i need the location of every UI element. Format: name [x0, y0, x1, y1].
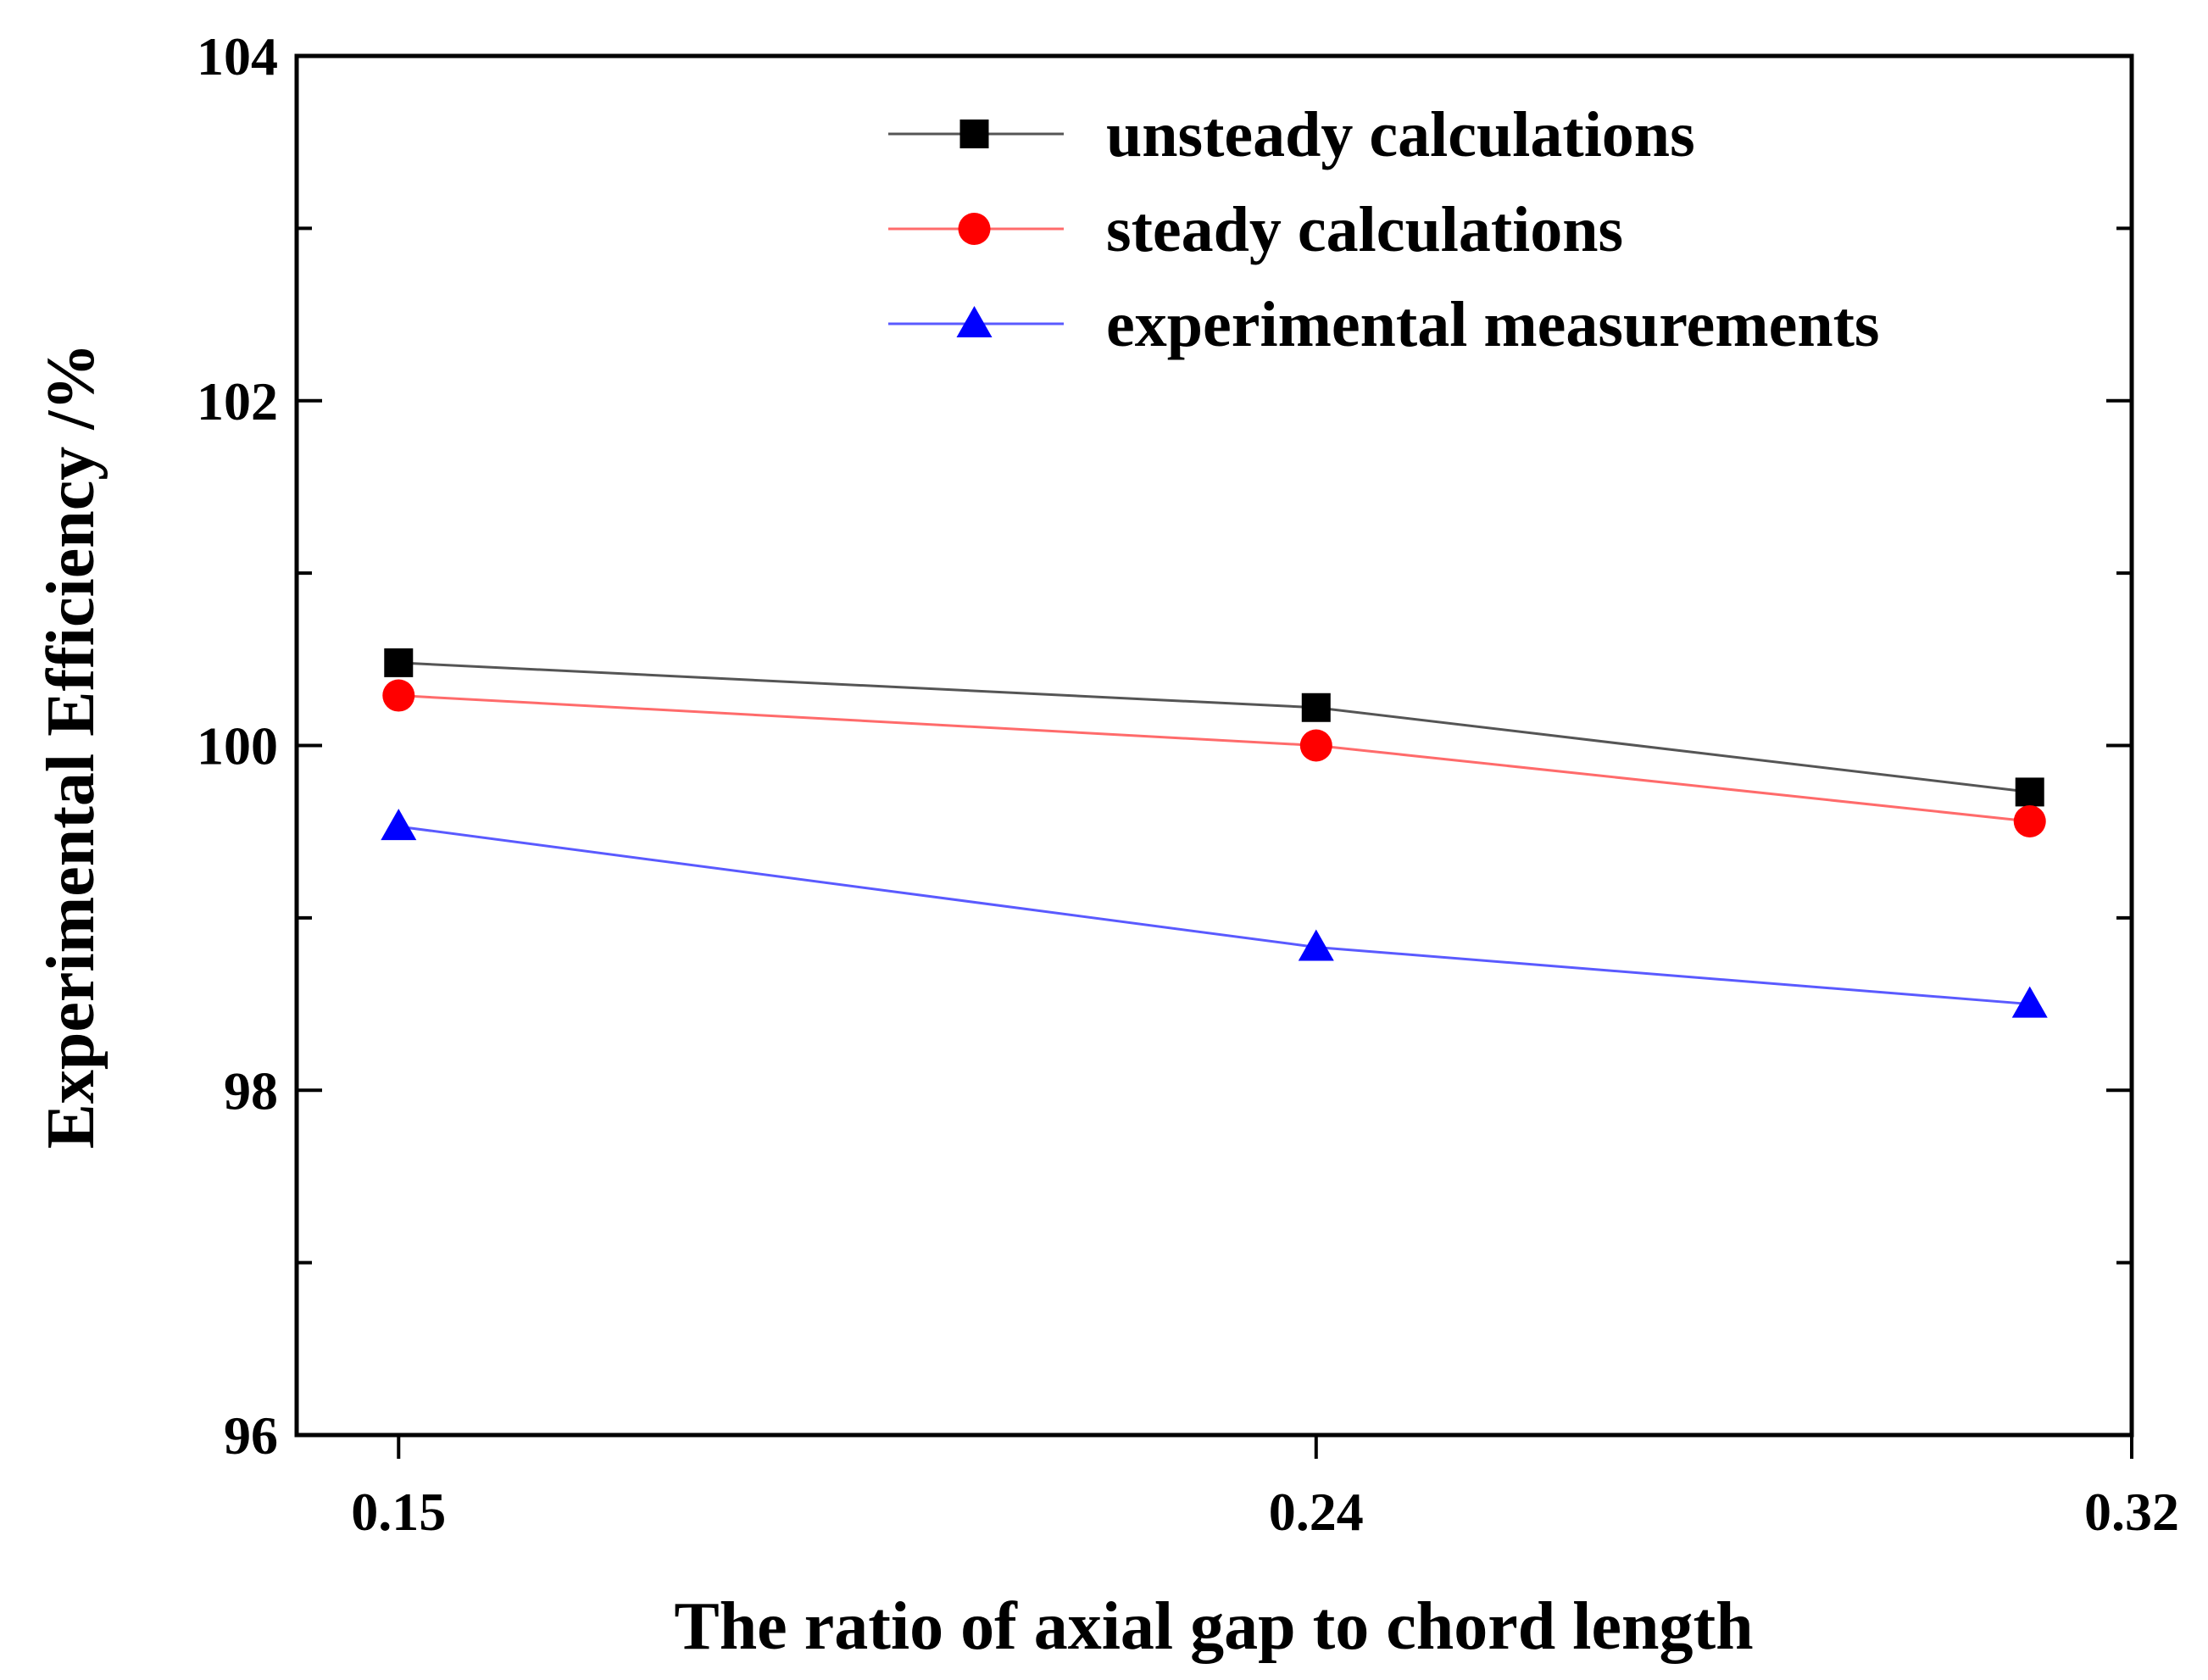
data-point: [1298, 929, 1334, 961]
series-2: [382, 679, 2046, 837]
data-point: [1299, 729, 1332, 762]
legend-item: unsteady calculations: [888, 99, 1695, 170]
data-point: [384, 648, 414, 677]
legend-label: unsteady calculations: [1106, 99, 1695, 170]
series-layer: [381, 648, 2048, 1018]
legend-marker: [956, 306, 993, 337]
series-3: [381, 809, 2048, 1018]
legend-item: experimental measurements: [888, 289, 1879, 360]
y-tick-label: 104: [197, 26, 278, 86]
data-point: [2015, 777, 2044, 807]
data-point: [381, 809, 417, 841]
y-tick-label: 98: [224, 1060, 278, 1121]
data-point: [1301, 693, 1331, 722]
series-line: [398, 661, 2030, 793]
legend-item: steady calculations: [888, 194, 1623, 265]
data-point: [2011, 986, 2048, 1018]
data-point: [382, 679, 415, 712]
y-tick-label: 96: [224, 1405, 278, 1466]
x-tick-label: 0.15: [351, 1482, 446, 1542]
data-point: [2013, 804, 2046, 837]
series-line: [398, 694, 2030, 823]
y-tick-label: 100: [197, 716, 278, 776]
series-line: [398, 825, 2030, 1006]
legend-marker: [959, 120, 989, 148]
y-axis-title: Experimental Efficiency /%: [34, 343, 108, 1149]
legend-label: steady calculations: [1106, 194, 1623, 265]
y-tick-label: 102: [197, 371, 278, 431]
y-axis: 96 98 100 102 104: [197, 26, 2132, 1466]
x-axis-title: The ratio of axial gap to chord length: [674, 1589, 1753, 1664]
legend-label: experimental measurements: [1106, 289, 1879, 360]
x-tick-label: 0.32: [2084, 1482, 2179, 1542]
x-axis: 0.15 0.24 0.32: [351, 1435, 2179, 1542]
legend-marker: [958, 213, 991, 245]
series-1: [384, 648, 2044, 807]
x-tick-label: 0.24: [1269, 1482, 1364, 1542]
legend: unsteady calculations steady calculations…: [888, 99, 1879, 360]
